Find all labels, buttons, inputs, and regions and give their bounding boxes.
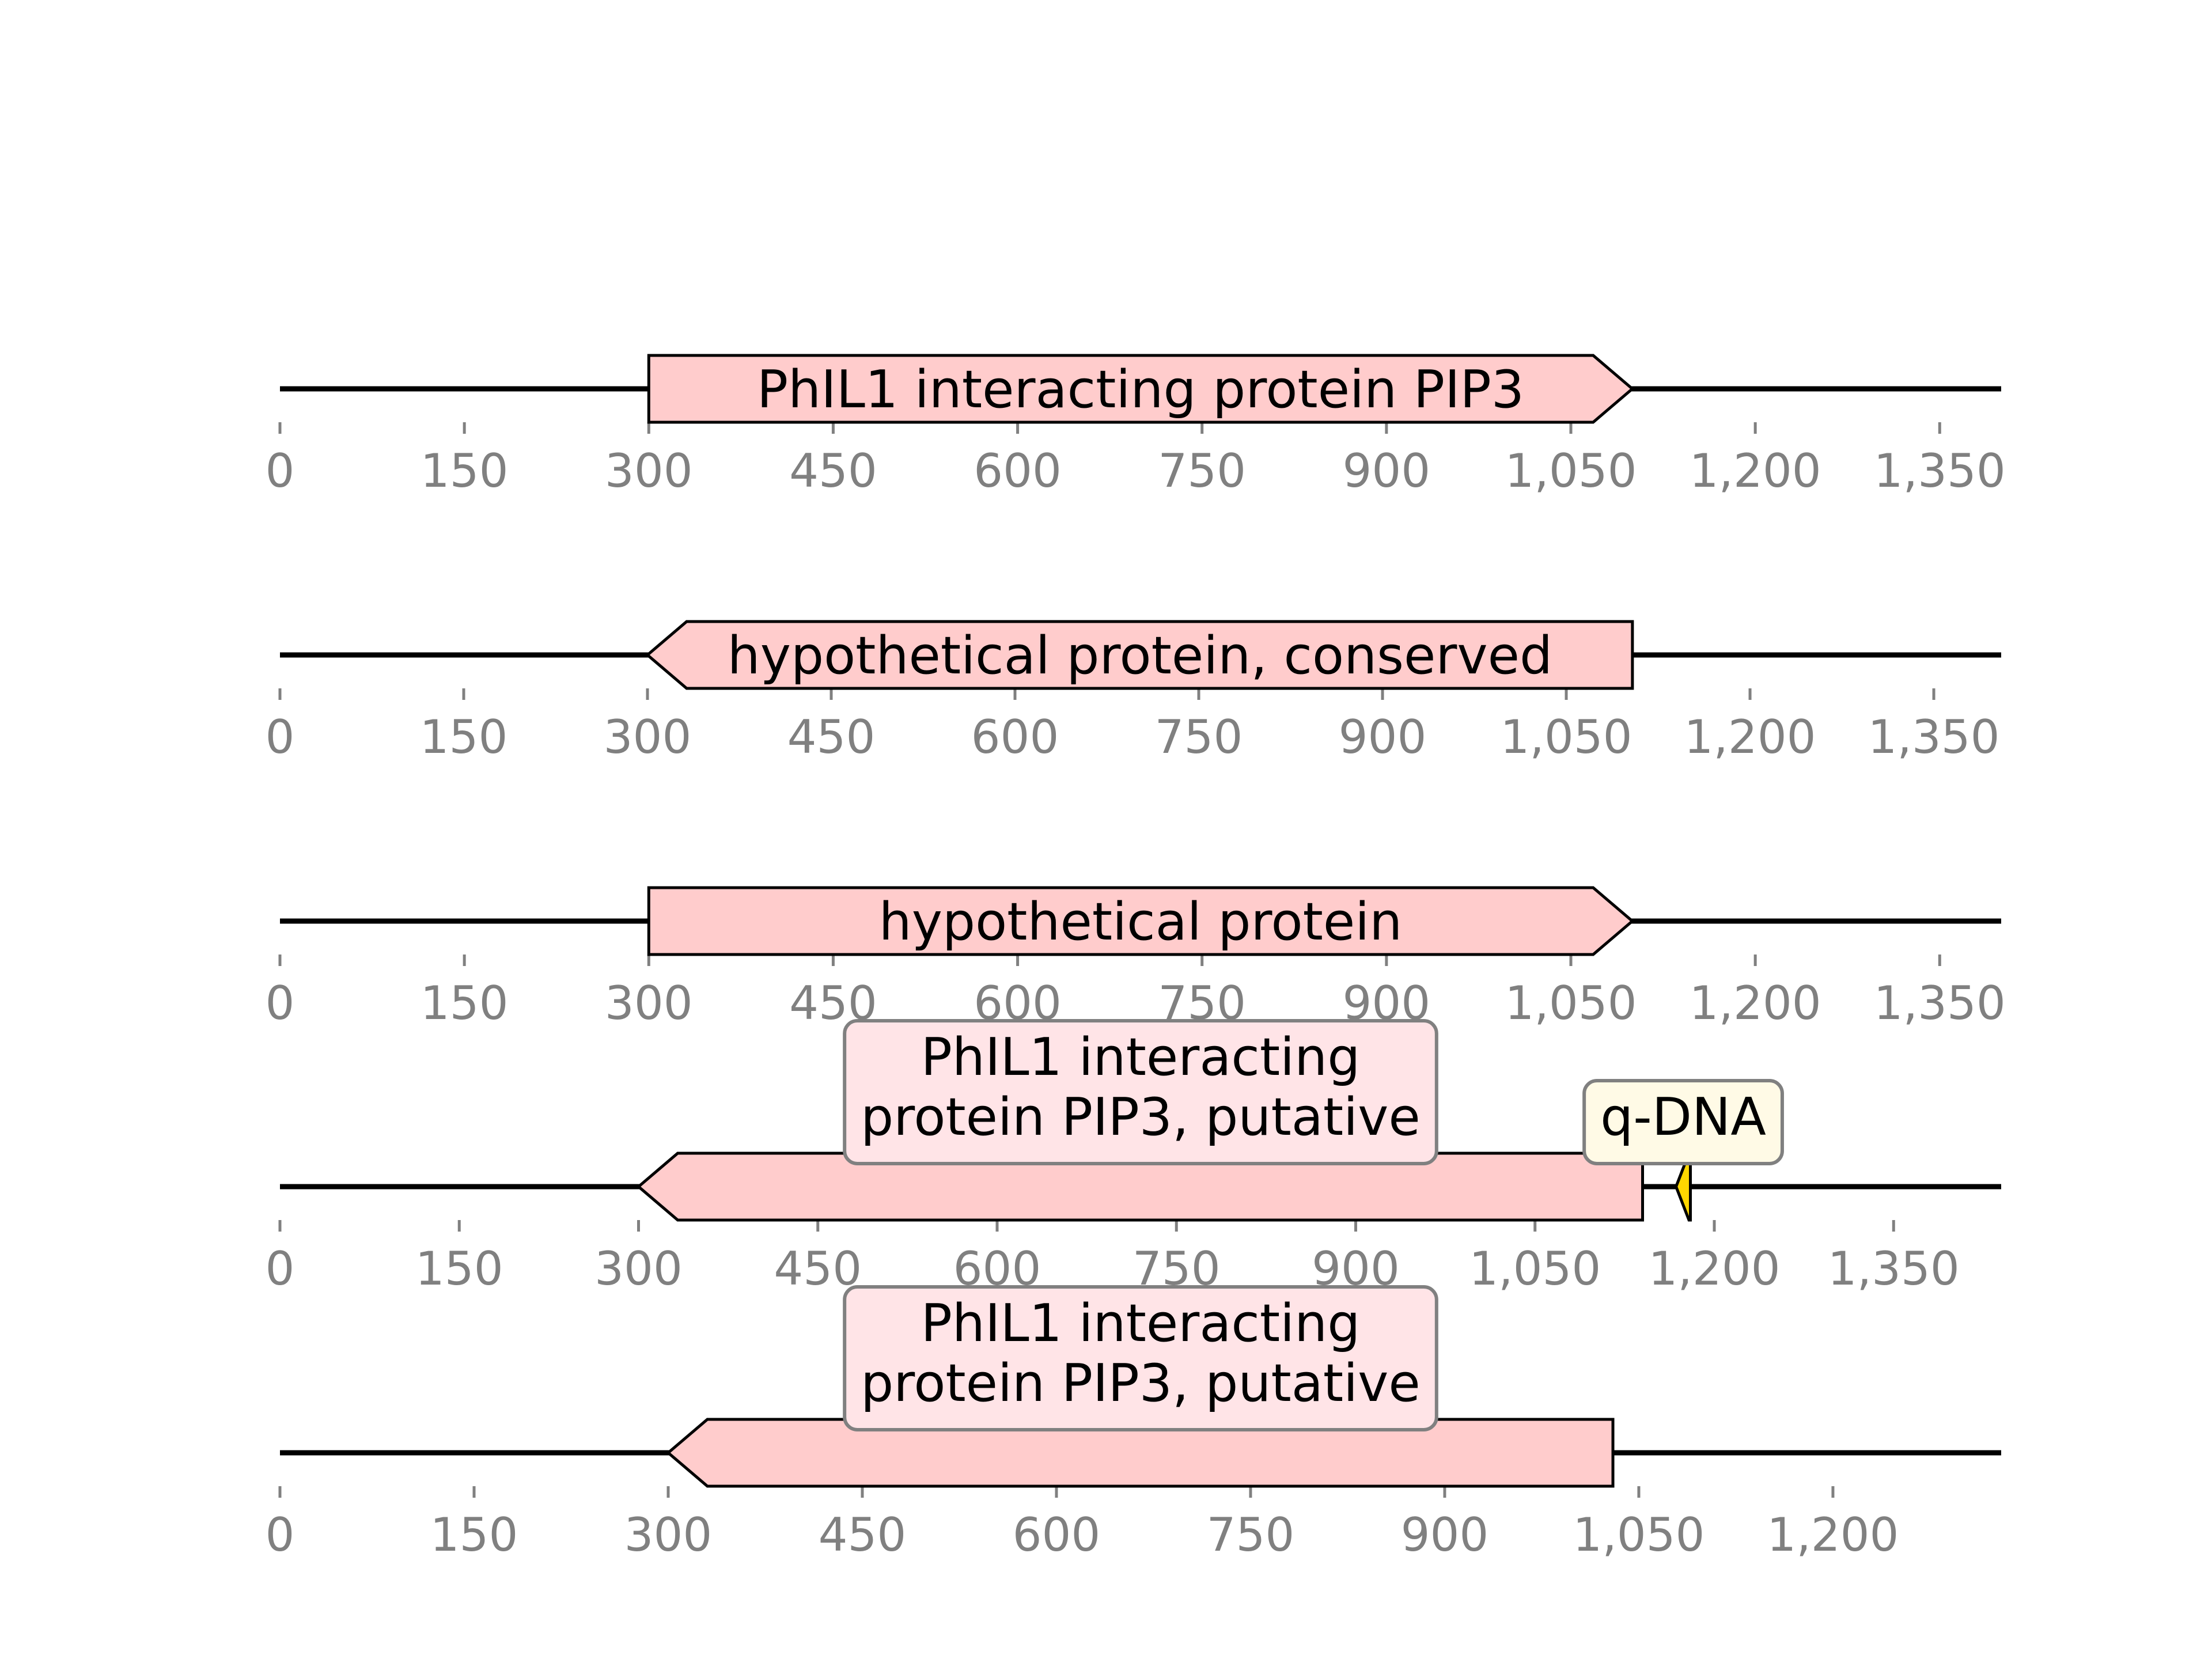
tick-label: 300 (605, 444, 693, 498)
tick-label: 600 (1013, 1508, 1101, 1562)
tick-label: 1,350 (1874, 444, 2006, 498)
tick-label: 300 (594, 1242, 683, 1296)
tick-label: 1,200 (1690, 444, 1821, 498)
tick-label: 150 (421, 976, 509, 1030)
tick-label: 0 (266, 976, 295, 1030)
tick-label: 0 (266, 1508, 295, 1562)
tick-label: 1,200 (1684, 710, 1816, 764)
tick-label: 450 (787, 710, 876, 764)
tick-label: 750 (1155, 710, 1243, 764)
track-1: 0 150 300 450 600 750 900 1,050 1,200 1,350 PhIL1 … (266, 354, 2006, 498)
feature-arrow (647, 886, 1635, 956)
tick-label: 1,050 (1505, 976, 1637, 1030)
track-2: 0 150 300 450 600 750 900 1,050 1,200 1,350 hypoth… (266, 620, 2001, 764)
tick-label: 600 (971, 710, 1059, 764)
tick-label: 1,200 (1648, 1242, 1780, 1296)
tick-label: 150 (415, 1242, 503, 1296)
feature-label: hypothetical protein (879, 892, 1403, 952)
tick-label: 1,350 (1868, 710, 2000, 764)
tick-label: 900 (1343, 444, 1431, 498)
tick-label: 750 (1207, 1508, 1295, 1562)
tick-label: 600 (974, 444, 1062, 498)
tick-label: 1,050 (1573, 1508, 1705, 1562)
tick-label: 450 (789, 444, 877, 498)
feature-arrow (645, 620, 1634, 690)
tick-label: 150 (421, 444, 509, 498)
track-5: 0 150 300 450 600 750 900 1,050 1,200 PhIL1 inter… (266, 1285, 2001, 1562)
tick-label: 0 (266, 710, 295, 764)
feature-label: PhIL1 interacting protein PIP3, putative (861, 1293, 1421, 1414)
tick-label: 750 (1158, 444, 1246, 498)
feature-arrow (647, 354, 1635, 424)
track-4: 0 150 300 450 600 750 900 1,050 1,200 1,350PhIL1 … (266, 1019, 2001, 1296)
feature-label: PhIL1 interacting protein PIP3 (757, 359, 1524, 420)
tick-label: 900 (1401, 1508, 1489, 1562)
feature-label-box (843, 1019, 1438, 1165)
feature-label: q-DNA (1600, 1087, 1766, 1147)
tick-label: 0 (266, 1242, 295, 1296)
tick-label: 1,050 (1469, 1242, 1601, 1296)
tick-label: 1,200 (1767, 1508, 1899, 1562)
tick-label: 450 (774, 1242, 862, 1296)
tick-label: 1,200 (1690, 976, 1821, 1030)
tick-label: 300 (604, 710, 692, 764)
feature-label: hypothetical protein, conserved (728, 626, 1553, 686)
tick-label: 900 (1339, 710, 1427, 764)
tick-label: 450 (819, 1508, 907, 1562)
feature-arrow (666, 1418, 1615, 1488)
track-3: 0 150 300 450 600 750 900 1,050 1,200 1,350hypoth… (266, 886, 2006, 1030)
feature-arrow (636, 1152, 1644, 1222)
tick-label: 300 (605, 976, 693, 1030)
tick-label: 1,050 (1501, 710, 1633, 764)
tick-label: 150 (430, 1508, 518, 1562)
tick-label: 300 (624, 1508, 713, 1562)
tick-label: 1,050 (1505, 444, 1637, 498)
tick-label: 1,350 (1874, 976, 2006, 1030)
feature-label-box (1582, 1079, 1784, 1165)
tick-label: 1,350 (1828, 1242, 1960, 1296)
feature-label-box (843, 1285, 1438, 1431)
feature-label: PhIL1 interacting protein PIP3, putative (861, 1027, 1421, 1147)
tick-label: 0 (266, 444, 295, 498)
tick-label: 150 (420, 710, 508, 764)
